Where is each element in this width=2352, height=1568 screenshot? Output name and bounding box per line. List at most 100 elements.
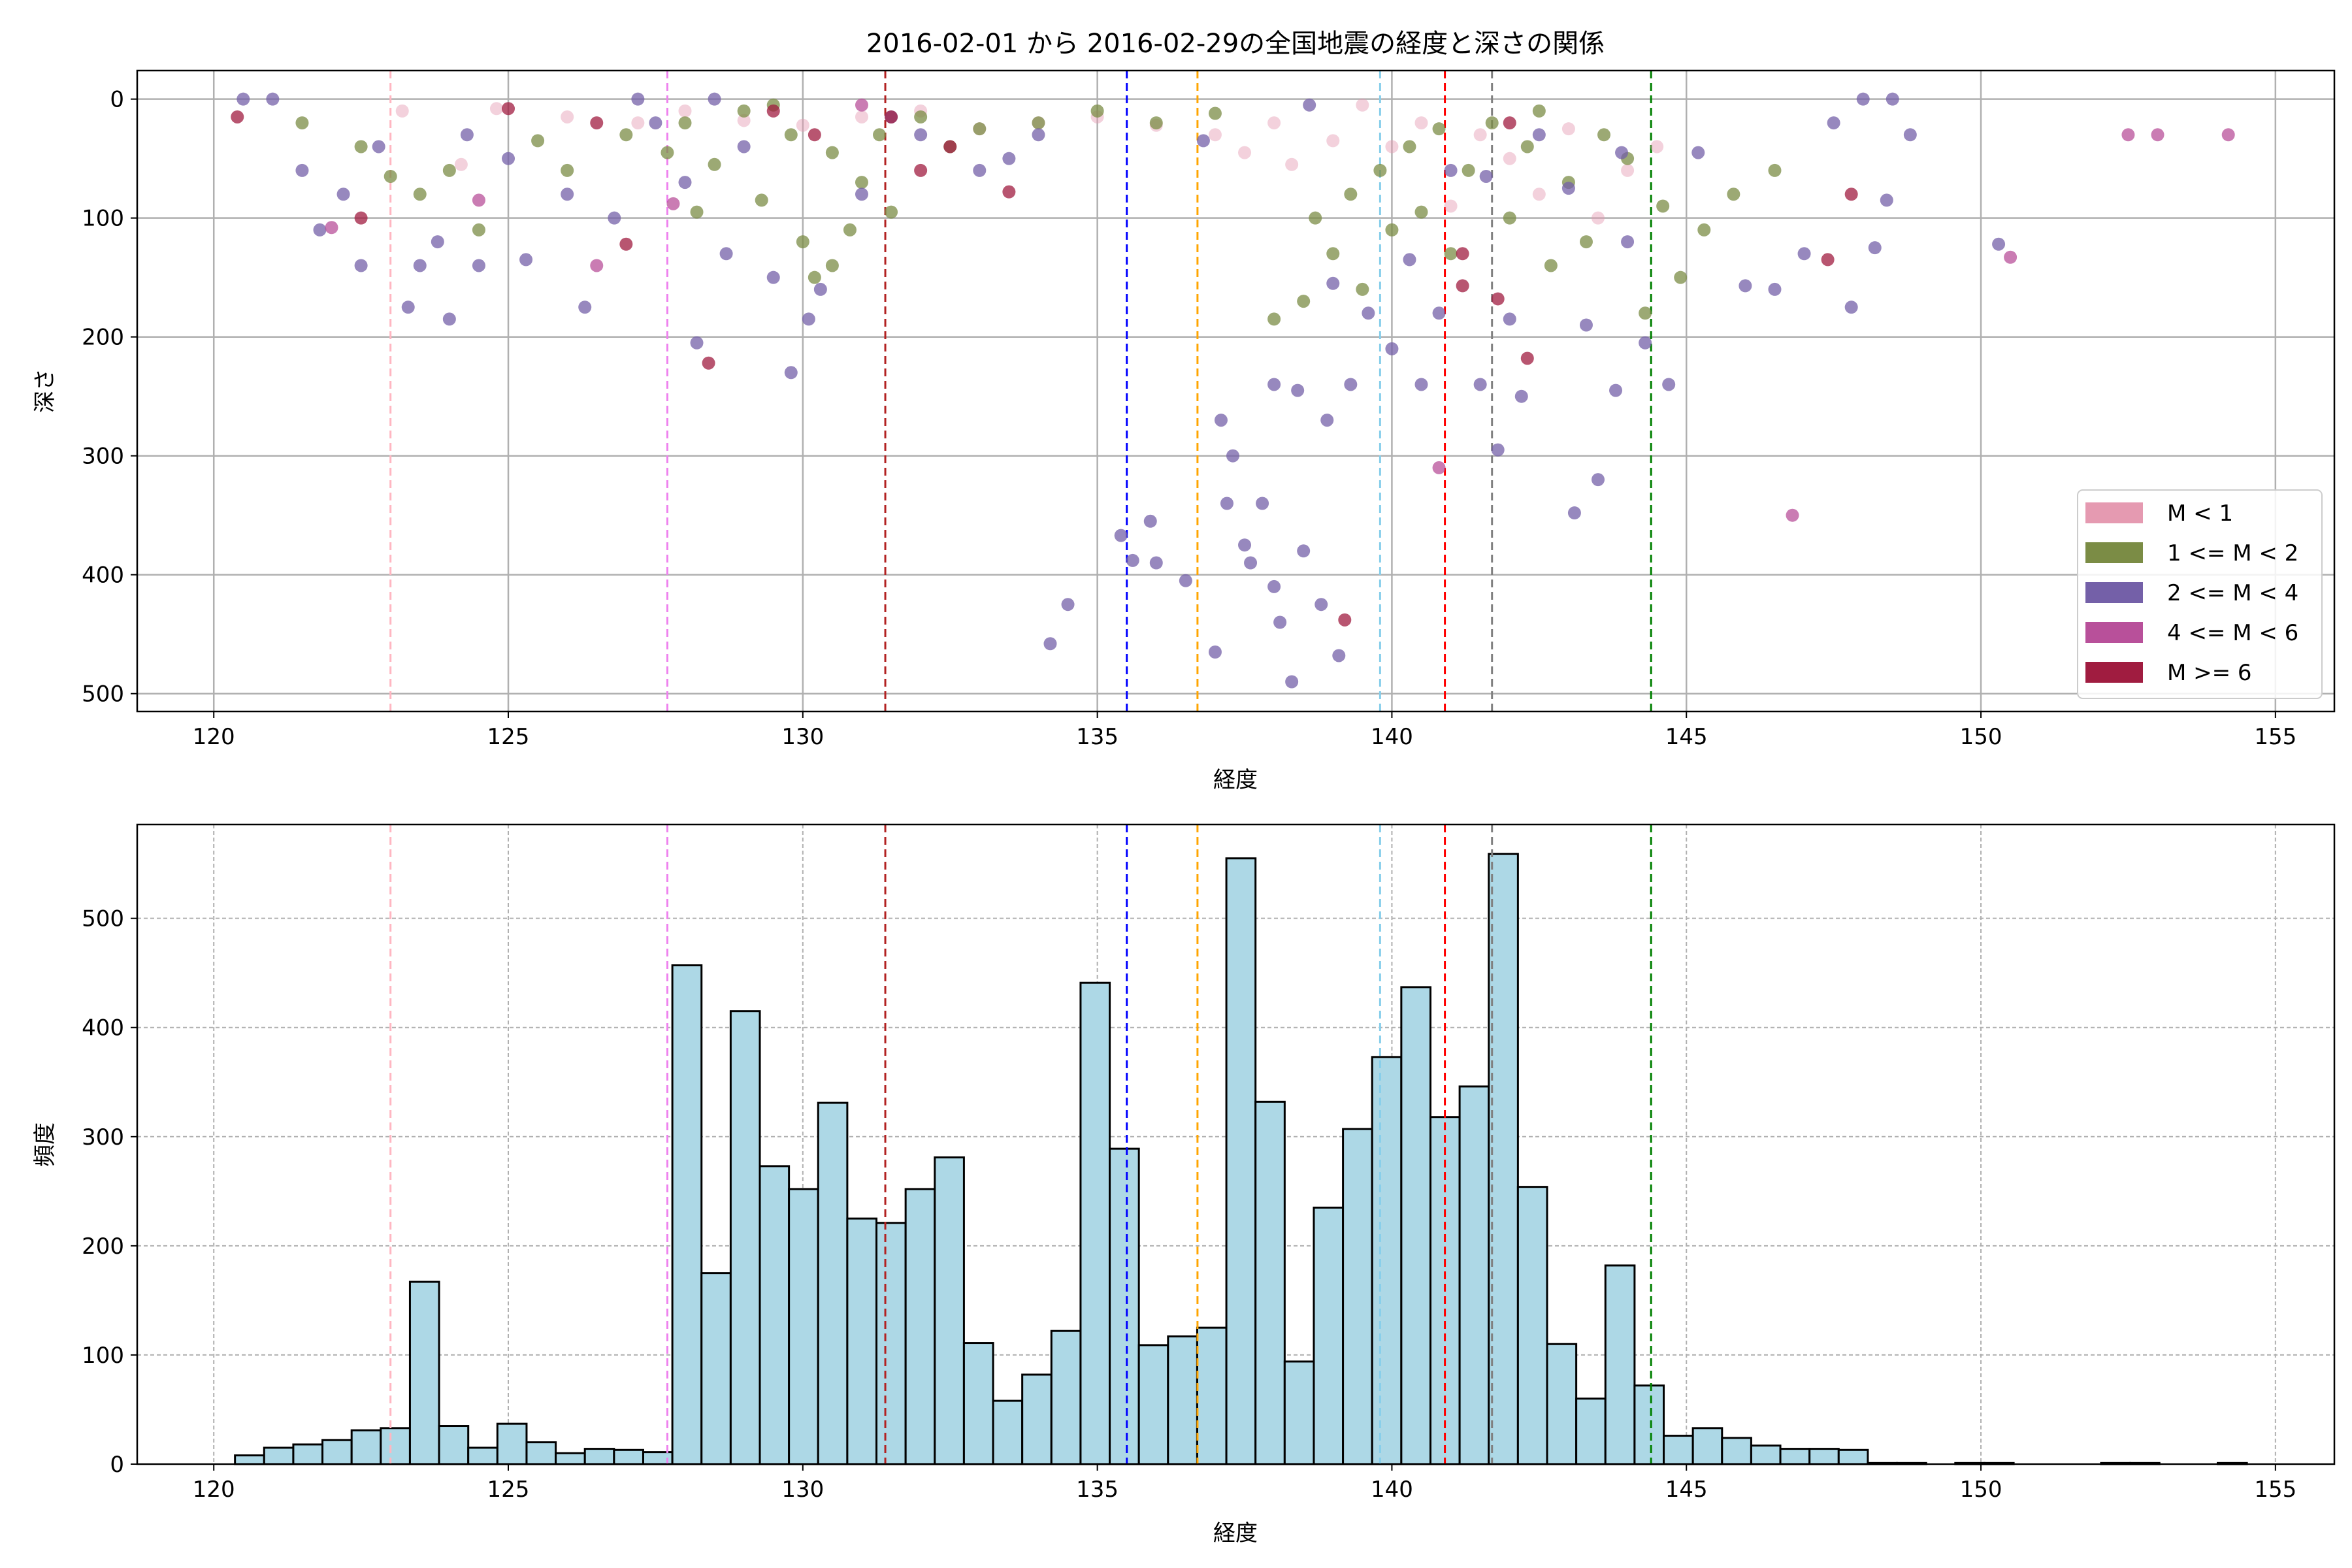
scatter-point xyxy=(1880,193,1893,207)
scatter-point xyxy=(1491,443,1505,457)
scatter-point xyxy=(401,301,415,314)
scatter-point xyxy=(442,163,456,177)
histogram-axes: 120 125 130 135 140 145 150 155 0 100 200 300 400 500 xyxy=(82,823,2336,1503)
scatter-point xyxy=(885,205,898,219)
scatter-point xyxy=(489,102,503,116)
y-tick-label: 100 xyxy=(82,1343,124,1369)
scatter-point xyxy=(454,157,468,171)
scatter-point xyxy=(1309,211,1322,225)
histogram-bar xyxy=(1400,986,1431,1465)
scatter-point xyxy=(1456,247,1469,261)
scatter-point xyxy=(325,221,338,235)
scatter-point xyxy=(678,176,692,189)
scatter-point xyxy=(678,116,692,130)
x-tick-label: 135 xyxy=(1076,1477,1119,1503)
histogram-bar xyxy=(583,1448,615,1465)
histogram-y-label: 頻度 xyxy=(32,1122,58,1167)
scatter-point xyxy=(561,188,574,201)
scatter-point xyxy=(1621,163,1635,177)
histogram-bar xyxy=(817,1102,849,1465)
legend-label: M < 1 xyxy=(2167,500,2233,527)
scatter-point xyxy=(1432,122,1446,136)
scatter-point xyxy=(737,114,751,127)
x-tick-label: 140 xyxy=(1371,724,1413,750)
scatter-point xyxy=(1727,188,1740,201)
scatter-point xyxy=(354,259,368,272)
scatter-point xyxy=(1403,140,1416,154)
scatter-point xyxy=(1579,235,1593,249)
scatter-point xyxy=(619,237,633,251)
scatter-point xyxy=(1532,104,1546,118)
scatter-point xyxy=(1503,116,1516,130)
legend-swatch xyxy=(2085,622,2143,643)
scatter-point xyxy=(943,140,957,154)
x-tick-label: 130 xyxy=(781,724,824,750)
scatter-point xyxy=(2121,128,2135,142)
histogram-bar xyxy=(496,1422,528,1465)
scatter-point xyxy=(1238,538,1252,552)
scatter-point xyxy=(784,366,798,380)
scatter-point xyxy=(1532,128,1546,142)
histogram-bar xyxy=(321,1439,353,1465)
scatter-point xyxy=(1561,182,1575,195)
x-tick-label: 150 xyxy=(1960,1477,2002,1503)
scatter-point xyxy=(708,92,721,106)
legend-swatch xyxy=(2085,542,2143,563)
x-tick-label: 140 xyxy=(1371,1477,1413,1503)
histogram-bar xyxy=(904,1188,936,1465)
scatter-point xyxy=(1385,223,1399,237)
scatter-point xyxy=(737,140,751,154)
scatter-point xyxy=(1868,241,1882,255)
scatter-point xyxy=(1208,128,1222,142)
scatter-point xyxy=(1291,384,1305,397)
scatter-point xyxy=(472,193,485,207)
scatter-point xyxy=(1503,312,1516,326)
y-tick-label: 500 xyxy=(82,681,124,708)
scatter-point xyxy=(825,146,839,159)
scatter-point xyxy=(1621,235,1635,249)
histogram-bar xyxy=(1516,1186,1548,1465)
scatter-point xyxy=(2004,250,2017,264)
scatter-point xyxy=(1697,223,1711,237)
histogram-bar xyxy=(1021,1373,1053,1465)
scatter-point xyxy=(1320,414,1334,427)
histogram-bar xyxy=(1313,1206,1345,1465)
legend-swatch xyxy=(2085,582,2143,603)
scatter-point xyxy=(295,116,309,130)
scatter-point xyxy=(1639,306,1652,320)
x-tick-label: 120 xyxy=(193,724,235,750)
scatter-point xyxy=(1244,556,1258,570)
scatter-point xyxy=(766,270,780,284)
scatter-point xyxy=(231,110,244,123)
scatter-point xyxy=(1267,116,1281,130)
scatter-point xyxy=(855,98,868,112)
scatter-point xyxy=(914,110,928,123)
scatter-point xyxy=(1126,553,1139,567)
scatter-point xyxy=(1786,508,1799,522)
histogram-bar xyxy=(380,1427,411,1465)
scatter-point xyxy=(1196,134,1210,148)
histogram-bar xyxy=(992,1399,1024,1465)
scatter-point xyxy=(519,253,533,267)
scatter-point xyxy=(973,163,987,177)
scatter-point xyxy=(1844,188,1858,201)
scatter-point xyxy=(384,169,397,183)
legend-label: 1 <= M < 2 xyxy=(2167,540,2298,566)
scatter-point xyxy=(1220,497,1233,510)
scatter-point xyxy=(1414,205,1428,219)
scatter-point xyxy=(702,356,715,370)
histogram-bar xyxy=(1283,1360,1315,1465)
chart-title: 2016-02-01 から 2016-02-29の全国地震の経度と深さの関係 xyxy=(866,29,1605,59)
scatter-point xyxy=(808,128,821,142)
scatter-point xyxy=(1208,106,1222,120)
scatter-point xyxy=(590,116,604,130)
legend: M < 1 1 <= M < 2 2 <= M < 4 4 <= M < 6 M >= … xyxy=(2077,489,2323,699)
scatter-point xyxy=(1462,163,1475,177)
histogram-bar xyxy=(1691,1427,1723,1465)
histogram-bar xyxy=(555,1452,586,1465)
scatter-point xyxy=(1444,247,1458,261)
scatter-point xyxy=(608,211,621,225)
histogram-bar xyxy=(1808,1448,1840,1465)
x-tick-label: 150 xyxy=(1960,724,2002,750)
